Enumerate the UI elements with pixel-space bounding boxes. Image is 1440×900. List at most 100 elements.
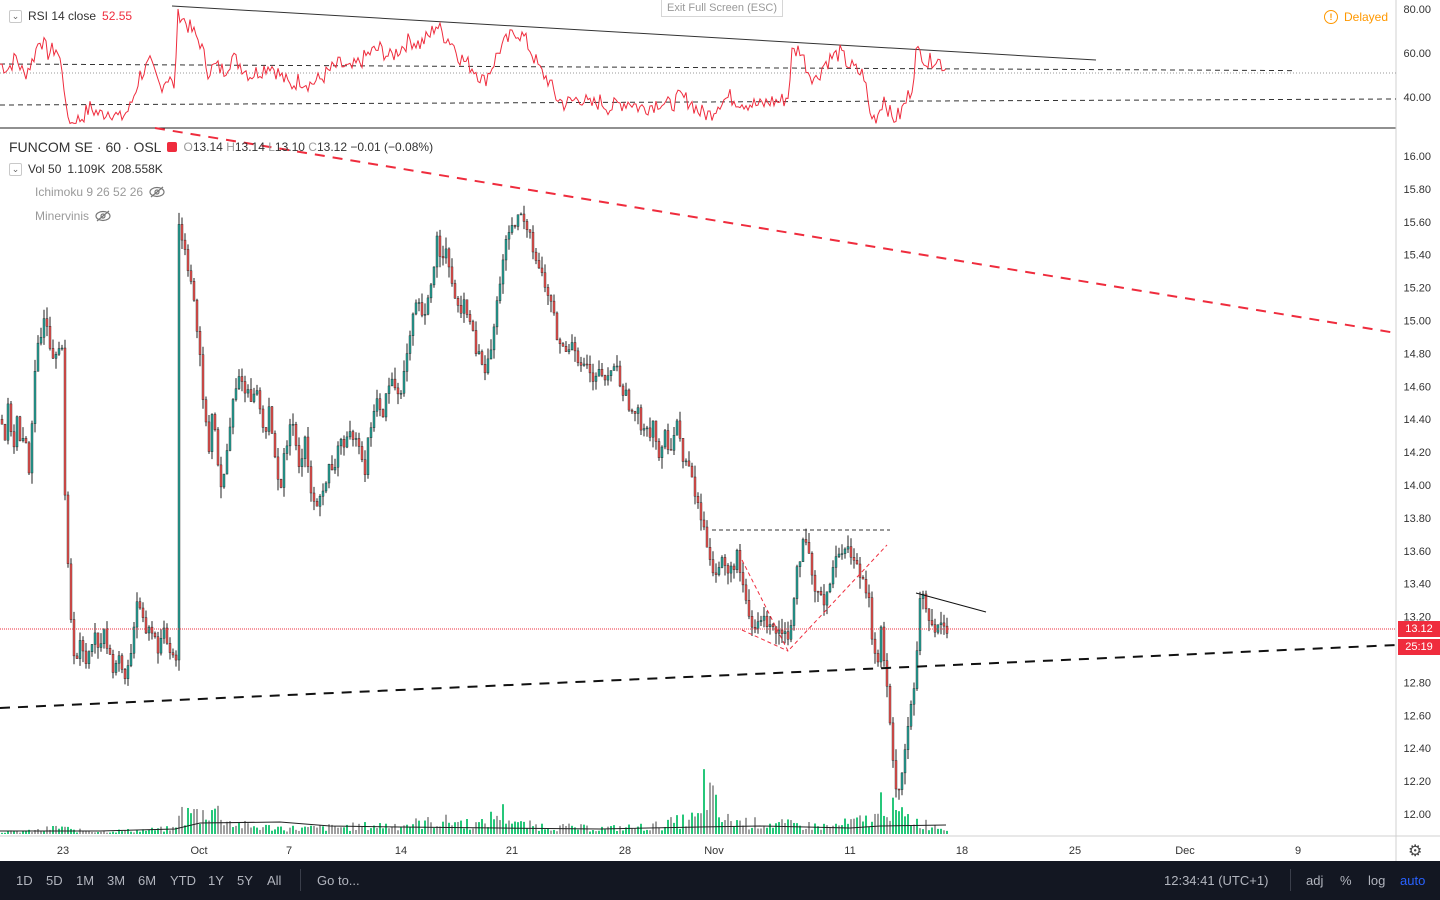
- candle-body: [882, 626, 886, 661]
- exit-fullscreen-hint[interactable]: Exit Full Screen (ESC): [661, 0, 784, 17]
- volume-bar: [277, 826, 279, 834]
- candle-body: [657, 441, 661, 458]
- candle-body: [555, 312, 559, 340]
- volume-bar: [343, 827, 345, 834]
- volume-bar: [196, 809, 198, 834]
- candle-body: [420, 302, 424, 316]
- volume-bar: [550, 830, 552, 834]
- adj-toggle[interactable]: adj: [1306, 873, 1324, 888]
- indicator-label: Ichimoku 9 26 52 26: [35, 185, 144, 199]
- chevron-down-icon[interactable]: ⌄: [9, 162, 22, 176]
- volume-bar: [652, 823, 654, 834]
- volume-bar: [127, 829, 129, 834]
- time-tick-label: 7: [286, 845, 292, 857]
- volume-bar: [502, 804, 504, 834]
- candle-body: [393, 378, 397, 389]
- change-value: −0.01 (−0.08%): [350, 140, 434, 154]
- range-5y[interactable]: 5Y: [237, 873, 253, 888]
- volume-bar: [685, 826, 687, 834]
- candle-body: [228, 426, 232, 451]
- candle-body: [888, 686, 892, 724]
- gear-icon[interactable]: ⚙: [1408, 843, 1423, 860]
- toolbar-divider: [300, 869, 301, 891]
- candle-body: [201, 354, 205, 400]
- price-tick-label: 13.60: [1403, 546, 1431, 558]
- volume-bar: [361, 826, 363, 834]
- volume-bar: [187, 807, 189, 834]
- candle-body: [885, 660, 889, 687]
- candle-body: [672, 435, 676, 451]
- volume-bar: [730, 821, 732, 834]
- indicator-ichimoku[interactable]: Ichimoku 9 26 52 26: [35, 185, 165, 199]
- candle-body: [156, 636, 160, 654]
- volume-bar: [235, 825, 237, 834]
- volume-bar: [19, 832, 21, 834]
- symbol-name[interactable]: FUNCOM SE · 60 · OSL: [9, 139, 162, 155]
- bell-icon[interactable]: [167, 142, 178, 152]
- candle-body: [258, 390, 262, 410]
- price-tick-label: 15.60: [1403, 217, 1431, 229]
- volume-bar: [274, 829, 276, 834]
- candle-body: [576, 350, 580, 363]
- auto-toggle[interactable]: auto: [1400, 873, 1426, 888]
- volume-bar: [169, 830, 171, 834]
- volume-bar: [565, 825, 567, 834]
- candle-body: [90, 644, 94, 653]
- indicator-minervinis[interactable]: Minervinis: [35, 209, 111, 223]
- volume-bar: [913, 824, 915, 834]
- range-1y[interactable]: 1Y: [208, 873, 224, 888]
- volume-bar: [943, 830, 945, 834]
- goto-button[interactable]: Go to...: [317, 873, 360, 888]
- volume-bar: [817, 826, 819, 834]
- candle-body: [783, 631, 787, 634]
- range-all[interactable]: All: [267, 873, 282, 888]
- volume-bar: [94, 832, 96, 834]
- eye-hidden-icon[interactable]: [95, 210, 111, 222]
- volume-bar: [16, 830, 18, 834]
- chart-canvas[interactable]: 16.00 15.80 15.60 15.40 15.20 15.00 14.80 14.60…: [0, 0, 1440, 861]
- chevron-down-icon[interactable]: ⌄: [9, 9, 22, 23]
- volume-bar: [466, 819, 468, 834]
- candle-body: [855, 560, 859, 565]
- candle-body: [9, 403, 13, 432]
- volume-bar: [229, 821, 231, 834]
- candle-body: [30, 423, 34, 474]
- volume-bar: [916, 818, 918, 834]
- range-5d[interactable]: 5D: [46, 873, 63, 888]
- candle-body: [891, 722, 895, 761]
- candle-body: [378, 398, 382, 410]
- log-toggle[interactable]: log: [1368, 873, 1386, 888]
- candle-body: [213, 414, 217, 430]
- volume-bar: [895, 810, 897, 834]
- volume-bar: [271, 830, 273, 834]
- volume-bar: [874, 813, 876, 834]
- volume-bar: [358, 823, 360, 834]
- range-6m[interactable]: 6M: [138, 873, 157, 888]
- range-1d[interactable]: 1D: [16, 873, 33, 888]
- candle-body: [714, 572, 718, 575]
- volume-bar: [406, 824, 408, 834]
- candle-body: [816, 591, 820, 593]
- eye-hidden-icon[interactable]: [149, 186, 165, 198]
- volume-bar: [892, 797, 894, 834]
- volume-bar: [400, 827, 402, 834]
- range-3m[interactable]: 3M: [107, 873, 126, 888]
- time-tick-label: 21: [506, 845, 518, 857]
- candle-body: [294, 424, 298, 446]
- volume-bar: [832, 825, 834, 834]
- volume-bar: [622, 830, 624, 834]
- candle-body: [861, 577, 865, 580]
- clock-timezone[interactable]: 12:34:41 (UTC+1): [1164, 873, 1269, 888]
- candle-body: [162, 627, 166, 639]
- range-ytd[interactable]: YTD: [170, 873, 196, 888]
- volume-bar: [34, 830, 36, 834]
- delayed-indicator[interactable]: ! Delayed: [1324, 10, 1388, 24]
- candle-body: [585, 363, 589, 366]
- volume-bar: [706, 810, 708, 834]
- volume-bar: [124, 830, 126, 834]
- candle-body: [939, 622, 943, 625]
- volume-bar: [859, 815, 861, 834]
- percent-toggle[interactable]: %: [1340, 873, 1352, 888]
- range-1m[interactable]: 1M: [76, 873, 95, 888]
- candle-body: [426, 297, 430, 315]
